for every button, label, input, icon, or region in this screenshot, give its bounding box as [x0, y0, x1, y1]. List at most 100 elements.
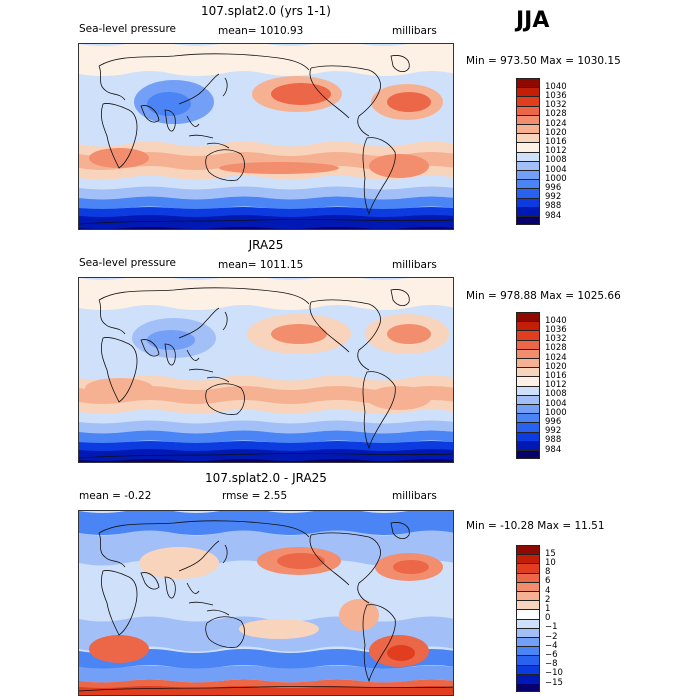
colorbar-tick-label: 0 [545, 613, 551, 624]
colorbar-swatch [516, 312, 540, 322]
colorbar-swatch [516, 609, 540, 619]
colorbar-swatch [516, 413, 540, 423]
panel1-mean-label: mean= 1010.93 [218, 25, 304, 37]
panel3-mean-label: mean = -0.22 [79, 490, 152, 502]
colorbar-tick-label: 1032 [545, 100, 567, 111]
colorbar-tick-label: 1012 [545, 146, 567, 157]
panel1-map [78, 43, 454, 230]
coastline-outline [79, 287, 453, 459]
panel2-mean-label: mean= 1011.15 [218, 259, 304, 271]
panel3-map [78, 510, 454, 696]
colorbar-tick-label: 1024 [545, 352, 567, 363]
colorbar-tick-label: 1016 [545, 370, 567, 381]
colorbar-tick-label: 988 [545, 435, 562, 446]
colorbar-tick-label: 1 [545, 603, 551, 614]
colorbar-swatch [516, 450, 540, 460]
contour-field [79, 44, 453, 229]
panel1-title: 107.splat2.0 (yrs 1-1) [201, 4, 331, 18]
colorbar-tick-label: 1036 [545, 90, 567, 101]
panel3-min-max: Min = -10.28 Max = 11.51 [466, 520, 605, 532]
colorbar-swatch [516, 394, 540, 404]
colorbar-swatch [516, 591, 540, 601]
colorbar-tick-label: 996 [545, 416, 562, 427]
colorbar-swatch [516, 151, 540, 161]
colorbar-swatch [516, 339, 540, 349]
colorbar-swatch [516, 216, 540, 226]
panel2-units-label: millibars [392, 259, 437, 271]
colorbar-tick-label: 1016 [545, 136, 567, 147]
colorbar-swatch [516, 206, 540, 216]
colorbar-tick-label: 8 [545, 567, 551, 578]
colorbar-swatch [516, 197, 540, 207]
colorbar-tick-label: 10 [545, 557, 556, 568]
colorbar-tick-label: −8 [545, 659, 558, 670]
colorbar-swatch [516, 627, 540, 637]
colorbar-tick-label: 992 [545, 192, 562, 203]
panel2-min-max: Min = 978.88 Max = 1025.66 [466, 290, 621, 302]
panel1-units-label: millibars [392, 25, 437, 37]
colorbar-tick-label: 1020 [545, 361, 567, 372]
colorbar-tick-label: 15 [545, 548, 556, 559]
colorbar-swatch [516, 664, 540, 674]
colorbar-tick-label: 1036 [545, 324, 567, 335]
panel3-rmse-label: rmse = 2.55 [222, 490, 288, 502]
colorbar-tick-label: −4 [545, 640, 558, 651]
difference-field [79, 511, 453, 695]
colorbar-swatch [516, 572, 540, 582]
colorbar-tick-label: 988 [545, 201, 562, 212]
colorbar-tick-label: 1020 [545, 127, 567, 138]
colorbar-tick-label: 1028 [545, 343, 567, 354]
colorbar-swatch [516, 431, 540, 441]
colorbar-tick-label: 992 [545, 426, 562, 437]
colorbar-swatch [516, 330, 540, 340]
colorbar-swatch [516, 96, 540, 106]
colorbar-swatch [516, 348, 540, 358]
colorbar-swatch [516, 142, 540, 152]
colorbar-tick-label: 984 [545, 210, 562, 221]
colorbar-tick-label: 1040 [545, 315, 567, 326]
panel1-min-max: Min = 973.50 Max = 1030.15 [466, 55, 621, 67]
colorbar-tick-label: 1032 [545, 334, 567, 345]
colorbar-swatch [516, 545, 540, 555]
colorbar-swatch [516, 114, 540, 124]
coastline-outline [79, 520, 453, 692]
colorbar-tick-label: 984 [545, 444, 562, 455]
colorbar-tick-label: −6 [545, 649, 558, 660]
contour-field [79, 278, 453, 462]
colorbar-swatch [516, 563, 540, 573]
colorbar-tick-label: 1040 [545, 81, 567, 92]
colorbar-tick-label: 1024 [545, 118, 567, 129]
colorbar-swatch [516, 422, 540, 432]
colorbar-swatch [516, 646, 540, 656]
colorbar-swatch [516, 581, 540, 591]
colorbar-swatch [516, 385, 540, 395]
panel3-title: 107.splat2.0 - JRA25 [205, 471, 327, 485]
colorbar-swatch [516, 105, 540, 115]
colorbar-swatch [516, 358, 540, 368]
colorbar-tick-label: 1000 [545, 173, 567, 184]
coastline-outline [79, 53, 453, 225]
panel1-variable-label: Sea-level pressure [79, 23, 177, 35]
colorbar-swatch [516, 78, 540, 88]
panel2-map [78, 277, 454, 463]
colorbar-tick-label: 1008 [545, 155, 567, 166]
colorbar-tick-label: 1004 [545, 164, 567, 175]
colorbar-tick-label: −1 [545, 622, 558, 633]
colorbar-tick-label: 1028 [545, 109, 567, 120]
colorbar-tick-label: 996 [545, 182, 562, 193]
colorbar-swatch [516, 554, 540, 564]
colorbar-swatch [516, 124, 540, 134]
colorbar-swatch [516, 618, 540, 628]
colorbar-swatch [516, 170, 540, 180]
colorbar-swatch [516, 87, 540, 97]
colorbar-tick-label: −15 [545, 677, 563, 688]
colorbar-tick-label: 1012 [545, 380, 567, 391]
colorbar-swatch [516, 600, 540, 610]
colorbar-swatch [516, 160, 540, 170]
colorbar-tick-label: −10 [545, 668, 563, 679]
colorbar-tick-label: −2 [545, 631, 558, 642]
panel3-units-label: millibars [392, 490, 437, 502]
colorbar-swatch [516, 404, 540, 414]
colorbar-swatch [516, 188, 540, 198]
colorbar-tick-label: 6 [545, 576, 551, 587]
